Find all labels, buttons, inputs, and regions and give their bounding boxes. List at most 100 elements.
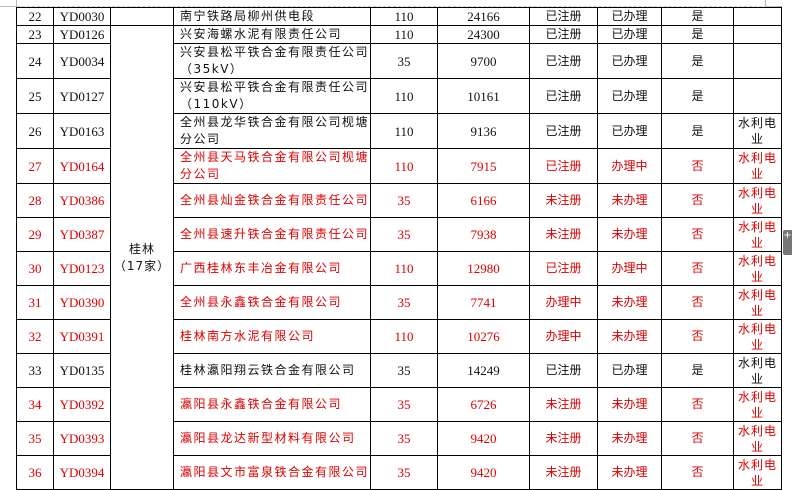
- processing-status: 未办理: [597, 455, 662, 490]
- table-row: 33 YD0135 桂林瀛阳翔云铁合金有限公司 35 14249 已注册 已办理是水利电业: [16, 353, 782, 388]
- capacity: 9700: [437, 43, 530, 79]
- enterprise-name: 瀛阳县龙达新型材料有限公司: [173, 421, 371, 456]
- region-cell-blank: [110, 7, 174, 26]
- processing-status: 已办理: [597, 353, 662, 388]
- enterprise-code: YD0391: [53, 319, 111, 354]
- registration-status: 已注册: [529, 353, 598, 388]
- enterprise-name: 兴安县松平铁合金有限责任公司（35kV）: [173, 43, 371, 79]
- note: 水利电业: [733, 387, 782, 422]
- capacity: 10161: [437, 78, 530, 114]
- registration-status: 已注册: [529, 78, 598, 114]
- capacity: 14249: [437, 353, 530, 388]
- table-row: 31 YD0390 全州县永鑫铁合金有限公司 35 7741 办理中 未办理否水利电业: [16, 285, 782, 320]
- compliance-flag: 是: [661, 113, 734, 149]
- plus-icon: +: [783, 230, 792, 241]
- voltage-kv: 35: [370, 43, 438, 79]
- enterprise-code: YD0034: [53, 43, 111, 79]
- enterprise-name: 全州县速升铁合金有限责任公司: [173, 217, 371, 252]
- note: [733, 7, 782, 26]
- compliance-flag: 否: [661, 455, 734, 490]
- row-number: 27: [16, 148, 54, 184]
- table-row: 26 YD0163 全州县龙华铁合金有限公司枧塘分公司 110 9136 已注册 已办理是水…: [16, 113, 782, 149]
- compliance-flag: 否: [661, 217, 734, 252]
- compliance-flag: 是: [661, 25, 734, 44]
- row-number: 26: [16, 113, 54, 149]
- enterprise-name: 桂林南方水泥有限公司: [173, 319, 371, 354]
- voltage-kv: 35: [370, 183, 438, 218]
- enterprise-code: YD0123: [53, 251, 111, 286]
- registration-status: 已注册: [529, 7, 598, 26]
- registration-status: 未注册: [529, 421, 598, 456]
- voltage-kv: 110: [370, 251, 438, 286]
- processing-status: 办理中: [597, 251, 662, 286]
- enterprise-code: YD0392: [53, 387, 111, 422]
- enterprise-name: 全州县永鑫铁合金有限公司: [173, 285, 371, 320]
- capacity: 12980: [437, 251, 530, 286]
- compliance-flag: 否: [661, 421, 734, 456]
- enterprise-name: 瀛阳县文市富泉铁合金有限公司: [173, 455, 371, 490]
- processing-status: 未办理: [597, 183, 662, 218]
- voltage-kv: 110: [370, 148, 438, 184]
- row-number: 32: [16, 319, 54, 354]
- processing-status: 已办理: [597, 43, 662, 79]
- row-number: 24: [16, 43, 54, 79]
- capacity: 9136: [437, 113, 530, 149]
- row-number: 30: [16, 251, 54, 286]
- compliance-flag: 否: [661, 319, 734, 354]
- enterprise-code: YD0393: [53, 421, 111, 456]
- registration-status: 已注册: [529, 251, 598, 286]
- table-row: 22 YD0030 南宁铁路局柳州供电段 110 24166 已注册 已办理是: [16, 7, 782, 26]
- enterprise-code: YD0394: [53, 455, 111, 490]
- voltage-kv: 35: [370, 421, 438, 456]
- processing-status: 未办理: [597, 421, 662, 456]
- registration-status: 已注册: [529, 25, 598, 44]
- processing-status: 办理中: [597, 148, 662, 184]
- compliance-flag: 否: [661, 251, 734, 286]
- row-number: 33: [16, 353, 54, 388]
- processing-status: 未办理: [597, 285, 662, 320]
- enterprise-name: 兴安海螺水泥有限责任公司: [173, 25, 371, 44]
- capacity: 6726: [437, 387, 530, 422]
- note: 水利电业: [733, 353, 782, 388]
- compliance-flag: 是: [661, 78, 734, 114]
- processing-status: 已办理: [597, 78, 662, 114]
- enterprise-name: 南宁铁路局柳州供电段: [173, 7, 371, 26]
- enterprise-code: YD0387: [53, 217, 111, 252]
- row-number: 29: [16, 217, 54, 252]
- note: 水利电业: [733, 217, 782, 252]
- row-number: 36: [16, 455, 54, 490]
- note: 水利电业: [733, 319, 782, 354]
- note: [733, 25, 782, 44]
- note: 水利电业: [733, 251, 782, 286]
- enterprise-code: YD0135: [53, 353, 111, 388]
- processing-status: 已办理: [597, 25, 662, 44]
- row-number: 31: [16, 285, 54, 320]
- voltage-kv: 35: [370, 455, 438, 490]
- note: 水利电业: [733, 421, 782, 456]
- enterprise-name: 瀛阳县永鑫铁合金有限公司: [173, 387, 371, 422]
- row-number: 28: [16, 183, 54, 218]
- compliance-flag: 是: [661, 43, 734, 79]
- note: 水利电业: [733, 183, 782, 218]
- capacity: 24300: [437, 25, 530, 44]
- row-number: 34: [16, 387, 54, 422]
- enterprise-name: 全州县灿金铁合金有限责任公司: [173, 183, 371, 218]
- voltage-kv: 110: [370, 113, 438, 149]
- processing-status: 已办理: [597, 113, 662, 149]
- enterprise-code: YD0126: [53, 25, 111, 44]
- table-add-handle[interactable]: +: [783, 230, 792, 255]
- row-number: 22: [16, 7, 54, 26]
- note: 水利电业: [733, 285, 782, 320]
- row-number: 23: [16, 25, 54, 44]
- table-row: 34 YD0392 瀛阳县永鑫铁合金有限公司 35 6726 未注册 未办理否水利电业: [16, 387, 782, 422]
- enterprise-code: YD0163: [53, 113, 111, 149]
- capacity: 7915: [437, 148, 530, 184]
- compliance-flag: 是: [661, 353, 734, 388]
- voltage-kv: 35: [370, 217, 438, 252]
- registration-status: 已注册: [529, 148, 598, 184]
- processing-status: 未办理: [597, 319, 662, 354]
- voltage-kv: 110: [370, 78, 438, 114]
- enterprise-code: YD0164: [53, 148, 111, 184]
- voltage-kv: 35: [370, 353, 438, 388]
- enterprise-code: YD0030: [53, 7, 111, 26]
